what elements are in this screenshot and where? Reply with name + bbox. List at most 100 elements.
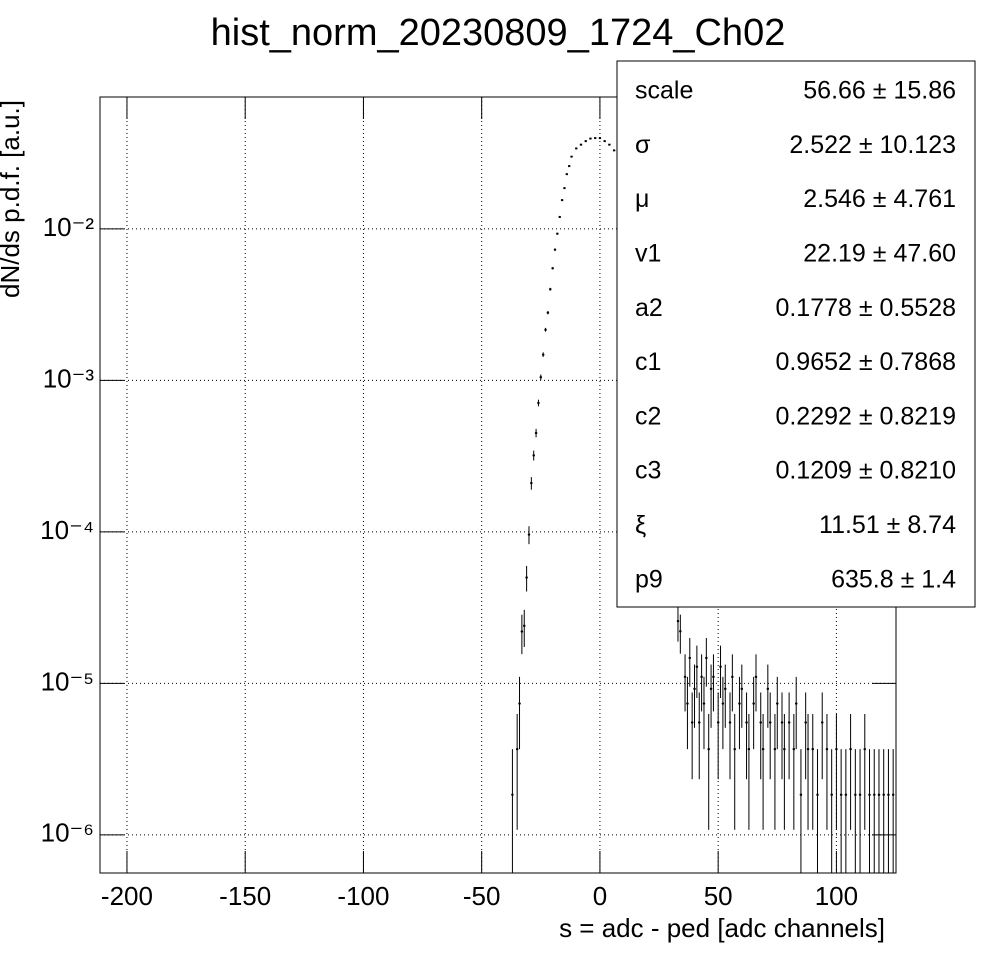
marker <box>830 793 833 796</box>
marker <box>804 721 807 724</box>
data-point <box>712 654 715 712</box>
marker <box>811 748 814 751</box>
marker <box>565 173 568 176</box>
data-point <box>518 676 521 750</box>
data-point <box>530 477 533 490</box>
data-point <box>766 664 770 728</box>
data-point <box>719 645 722 698</box>
marker <box>603 140 606 143</box>
marker <box>584 140 587 143</box>
marker <box>688 656 691 659</box>
marker <box>721 702 724 705</box>
marker <box>816 793 819 796</box>
data-point <box>799 749 803 873</box>
data-point <box>877 749 881 873</box>
data-point <box>541 352 545 357</box>
data-point <box>683 654 687 712</box>
data-point <box>608 143 611 146</box>
data-point <box>546 311 550 315</box>
data-point <box>882 749 885 873</box>
data-point <box>570 155 573 158</box>
marker <box>698 721 701 724</box>
data-point <box>705 638 708 687</box>
marker <box>783 748 786 751</box>
marker <box>733 748 736 751</box>
stat-value: 2.522 ± 10.123 <box>789 131 956 159</box>
marker <box>745 721 748 724</box>
data-point <box>612 149 616 152</box>
stat-name: c2 <box>635 402 661 430</box>
marker <box>792 748 795 751</box>
marker <box>892 793 895 796</box>
stat-name: ξ <box>635 511 646 539</box>
data-point <box>849 713 852 830</box>
data-point <box>544 327 547 332</box>
marker <box>781 721 784 724</box>
marker <box>766 687 769 690</box>
data-point <box>754 654 758 712</box>
data-point <box>773 713 777 830</box>
data-point <box>549 287 552 291</box>
data-point <box>854 749 857 873</box>
data-point <box>835 713 838 830</box>
marker <box>807 748 810 751</box>
data-point <box>589 137 592 140</box>
marker <box>693 687 696 690</box>
data-point <box>738 676 741 750</box>
y-tick-label: 10⁻⁴ <box>40 515 94 545</box>
data-point <box>511 749 514 873</box>
data-point <box>565 173 569 176</box>
stat-name: v1 <box>635 240 661 268</box>
data-point <box>532 450 535 461</box>
data-point <box>700 654 703 712</box>
data-point <box>537 399 540 407</box>
data-point <box>825 713 829 830</box>
marker <box>868 793 871 796</box>
marker <box>710 687 713 690</box>
data-point <box>563 187 566 190</box>
marker <box>568 165 571 168</box>
data-point <box>728 692 732 780</box>
data-point <box>695 645 699 698</box>
marker <box>724 687 727 690</box>
marker <box>776 702 779 705</box>
data-point <box>792 713 796 830</box>
marker <box>762 748 765 751</box>
x-tick-label: 0 <box>593 881 607 911</box>
data-point <box>593 137 597 140</box>
marker <box>738 702 741 705</box>
data-point <box>551 267 554 270</box>
data-point <box>816 749 819 873</box>
data-point <box>768 692 772 780</box>
stat-value: 0.9652 ± 0.7868 <box>775 348 956 376</box>
y-axis-label: dN/ds p.d.f. [a.u.] <box>0 100 25 298</box>
marker <box>594 137 597 140</box>
data-point <box>724 664 727 728</box>
data-point <box>676 605 680 642</box>
marker <box>684 675 687 678</box>
data-point <box>716 692 720 780</box>
data-point <box>759 692 762 780</box>
data-point <box>698 692 701 780</box>
marker <box>740 687 743 690</box>
y-tick-label: 10⁻² <box>43 212 95 242</box>
x-tick-label: 50 <box>704 881 733 911</box>
data-point <box>558 215 561 218</box>
data-point <box>858 749 862 873</box>
data-point <box>731 654 734 712</box>
x-tick-label: 100 <box>815 881 858 911</box>
marker <box>546 311 549 314</box>
data-point <box>747 713 751 830</box>
data-point <box>868 749 871 873</box>
data-point <box>579 143 583 146</box>
marker <box>863 748 866 751</box>
stat-value: 22.19 ± 47.60 <box>803 240 956 268</box>
data-point <box>733 713 736 830</box>
marker <box>525 576 528 579</box>
stats-box: scale 56.66 ± 15.86 σ 2.522 ± 10.123 μ 2.546 … <box>616 60 976 608</box>
data-point <box>515 713 519 830</box>
marker <box>551 267 554 270</box>
x-tick-label: -200 <box>101 881 153 911</box>
marker <box>542 353 545 356</box>
